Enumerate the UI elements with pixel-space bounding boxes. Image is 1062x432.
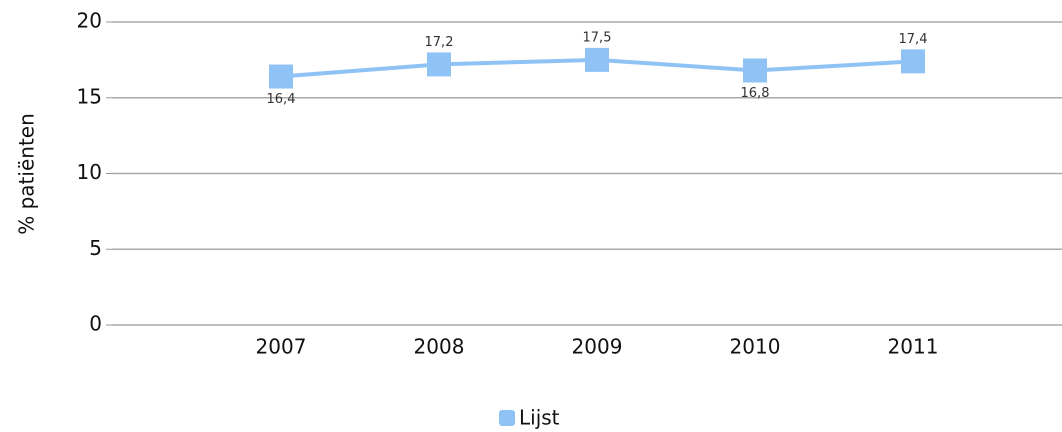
- marker: [427, 52, 451, 77]
- y-tick-label: 5: [89, 236, 102, 260]
- legend-label: Lijst: [519, 406, 560, 430]
- y-tick-label: 10: [77, 160, 102, 184]
- marker: [269, 64, 293, 89]
- value-label: 17,5: [583, 30, 612, 45]
- marker: [743, 58, 767, 83]
- y-tick-label: 20: [77, 9, 102, 33]
- legend-marker: [499, 410, 515, 426]
- x-tick-label: 2007: [256, 335, 307, 359]
- y-tick-label: 0: [89, 312, 102, 336]
- x-tick-label: 2009: [572, 335, 623, 359]
- y-axis-label: % patiënten: [15, 113, 39, 235]
- value-label: 17,4: [899, 32, 928, 47]
- x-tick-label: 2008: [414, 335, 465, 359]
- value-label: 16,8: [741, 86, 770, 101]
- marker: [585, 47, 609, 72]
- x-tick-label: 2010: [730, 335, 781, 359]
- x-tick-label: 2011: [888, 335, 939, 359]
- value-label: 17,2: [425, 35, 454, 50]
- y-tick-label: 15: [77, 84, 102, 108]
- marker: [901, 49, 925, 74]
- value-label: 16,4: [267, 92, 296, 107]
